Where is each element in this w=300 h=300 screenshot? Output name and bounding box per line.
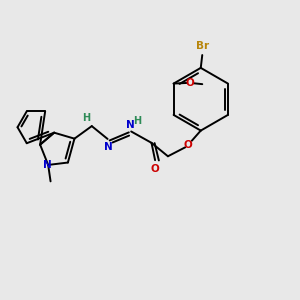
Text: O: O: [151, 164, 160, 174]
Text: O: O: [184, 140, 193, 150]
Text: O: O: [185, 78, 194, 88]
Text: H: H: [133, 116, 141, 126]
Text: Br: Br: [196, 41, 209, 52]
Text: H: H: [82, 112, 91, 122]
Text: N: N: [126, 120, 135, 130]
Text: N: N: [43, 160, 52, 170]
Text: N: N: [104, 142, 113, 152]
